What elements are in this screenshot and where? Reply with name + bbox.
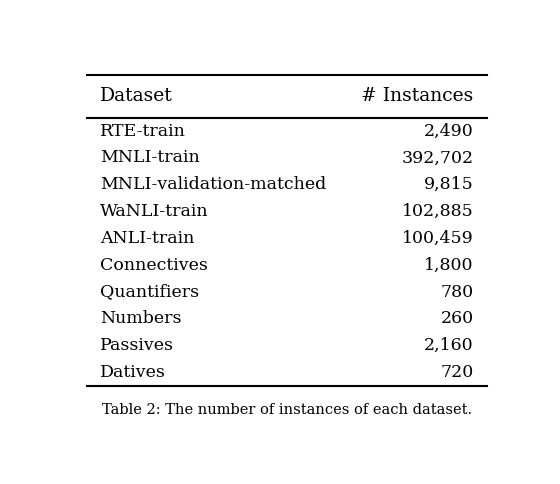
Text: Dataset: Dataset — [100, 87, 173, 106]
Text: Quantifiers: Quantifiers — [100, 284, 199, 301]
Text: MNLI-validation-matched: MNLI-validation-matched — [100, 176, 326, 193]
Text: Numbers: Numbers — [100, 310, 182, 328]
Text: Connectives: Connectives — [100, 257, 208, 274]
Text: Datives: Datives — [100, 364, 166, 381]
Text: RTE-train: RTE-train — [100, 122, 186, 139]
Text: 9,815: 9,815 — [424, 176, 474, 193]
Text: Table 2: The number of instances of each dataset.: Table 2: The number of instances of each… — [102, 403, 472, 417]
Text: # Instances: # Instances — [361, 87, 474, 106]
Text: 780: 780 — [441, 284, 474, 301]
Text: 2,490: 2,490 — [424, 122, 474, 139]
Text: WaNLI-train: WaNLI-train — [100, 203, 209, 220]
Text: 720: 720 — [440, 364, 474, 381]
Text: 392,702: 392,702 — [402, 150, 474, 166]
Text: 2,160: 2,160 — [424, 337, 474, 354]
Text: 102,885: 102,885 — [402, 203, 474, 220]
Text: 100,459: 100,459 — [402, 230, 474, 247]
Text: Passives: Passives — [100, 337, 174, 354]
Text: 260: 260 — [441, 310, 474, 328]
Text: ANLI-train: ANLI-train — [100, 230, 195, 247]
Text: MNLI-train: MNLI-train — [100, 150, 200, 166]
Text: 1,800: 1,800 — [424, 257, 474, 274]
